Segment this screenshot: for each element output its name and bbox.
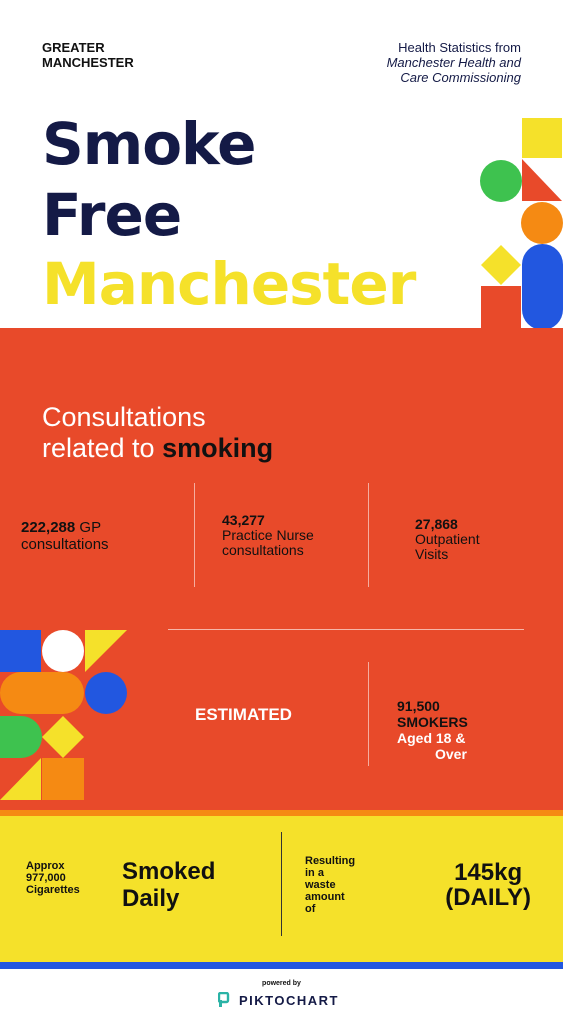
stat-outpatient: 27,868 Outpatient Visits: [415, 517, 480, 562]
title-line-smoke: Smoke: [42, 110, 256, 178]
source-line-2: Manchester Health and: [386, 55, 521, 70]
yellow-triangle-small-shape: [0, 758, 41, 800]
title-line-free: Free: [42, 181, 182, 249]
orange-stripe: [0, 810, 563, 816]
green-circle-shape: [480, 160, 522, 202]
waste-period: (DAILY): [445, 884, 531, 911]
approx-line-1: Approx: [26, 860, 65, 872]
stat-outpatient-label-2: Visits: [415, 546, 449, 562]
approx-cigarettes: Approx 977,000 Cigarettes: [26, 860, 80, 896]
green-half-pill-shape: [0, 716, 42, 758]
stat-gp-label: consultations: [21, 536, 109, 553]
estimated-label: ESTIMATED: [195, 705, 292, 724]
orange-pill-shape: [0, 672, 84, 714]
consultations-section: [0, 328, 563, 810]
piktochart-logo-icon: [218, 992, 230, 1007]
blue-circle-shape: [85, 672, 127, 714]
smokers-age-line-2: Over: [435, 746, 467, 762]
approx-line-3: Cigarettes: [26, 884, 80, 896]
result-line-1: Resulting: [305, 855, 356, 867]
powered-by-label: powered by: [262, 980, 301, 987]
smokers-label: SMOKERS: [397, 714, 468, 730]
yellow-diamond-shape: [481, 245, 521, 285]
yellow-triangle-shape: [85, 630, 127, 672]
smokers-stat: 91,500 SMOKERS Aged 18 & Over: [397, 698, 468, 762]
blue-stripe: [0, 962, 563, 969]
smokers-value: 91,500: [397, 698, 440, 714]
result-line-4: amount: [305, 891, 345, 903]
piktochart-brand[interactable]: PIKTOCHART: [218, 991, 339, 1009]
yellow-diamond-small-shape: [42, 716, 84, 758]
title-line-manchester: Manchester: [42, 250, 416, 318]
stat-nurse-label-1: Practice Nurse: [222, 527, 314, 543]
red-triangle-shape: [522, 159, 562, 201]
source-line-3: Care Commissioning: [400, 70, 521, 85]
stat-gp-label-inline: GP: [79, 519, 102, 536]
horizontal-divider: [168, 629, 524, 630]
stat-nurse-value: 43,277: [222, 512, 265, 528]
heading-emphasis: smoking: [162, 433, 274, 463]
consultations-heading: Consultations related to smoking: [42, 402, 273, 464]
result-line-2: in a: [305, 867, 324, 879]
heading-line-1: Consultations: [42, 402, 206, 432]
approx-line-2: 977,000: [26, 872, 66, 884]
result-line-5: of: [305, 903, 316, 915]
waste-value: 145kg: [454, 859, 523, 886]
smoked-line-2: Daily: [122, 885, 180, 912]
orange-circle-shape: [521, 202, 563, 244]
divider-1: [194, 483, 195, 587]
smokers-age-line-1: Aged 18 &: [397, 730, 466, 746]
region-line-2: MANCHESTER: [42, 55, 134, 70]
stat-outpatient-label-1: Outpatient: [415, 531, 480, 547]
stat-gp-value: 222,288: [21, 519, 76, 536]
smoked-line-1: Smoked: [122, 858, 216, 885]
heading-line-2-prefix: related to: [42, 433, 163, 463]
decorative-shapes-top: [480, 118, 563, 330]
stat-outpatient-value: 27,868: [415, 516, 458, 532]
region-line-1: GREATER: [42, 40, 105, 55]
region-label: GREATER MANCHESTER: [42, 40, 134, 70]
divider-4: [281, 832, 282, 936]
divider-3: [368, 662, 369, 766]
orange-square-shape: [42, 758, 84, 800]
red-block-shape: [481, 286, 521, 330]
result-line-3: waste: [305, 879, 336, 891]
waste-amount: 145kg (DAILY): [445, 860, 531, 910]
divider-2: [368, 483, 369, 587]
decorative-shapes-left: [0, 630, 127, 800]
source-label: Health Statistics from Manchester Health…: [387, 40, 521, 85]
resulting-text: Resulting in a waste amount of: [305, 855, 355, 915]
blue-square-shape: [0, 630, 41, 672]
smoked-daily: Smoked Daily: [122, 858, 215, 912]
blue-pill-shape: [522, 244, 563, 330]
stat-gp: 222,288 GP consultations: [21, 519, 109, 553]
yellow-square-shape: [522, 118, 562, 158]
white-circle-shape: [42, 630, 84, 672]
source-line-1: Health Statistics from: [398, 40, 521, 55]
piktochart-wordmark: PIKTOCHART: [239, 992, 339, 1008]
stat-nurse-label-2: consultations: [222, 542, 304, 558]
stat-nurse: 43,277 Practice Nurse consultations: [222, 513, 314, 558]
